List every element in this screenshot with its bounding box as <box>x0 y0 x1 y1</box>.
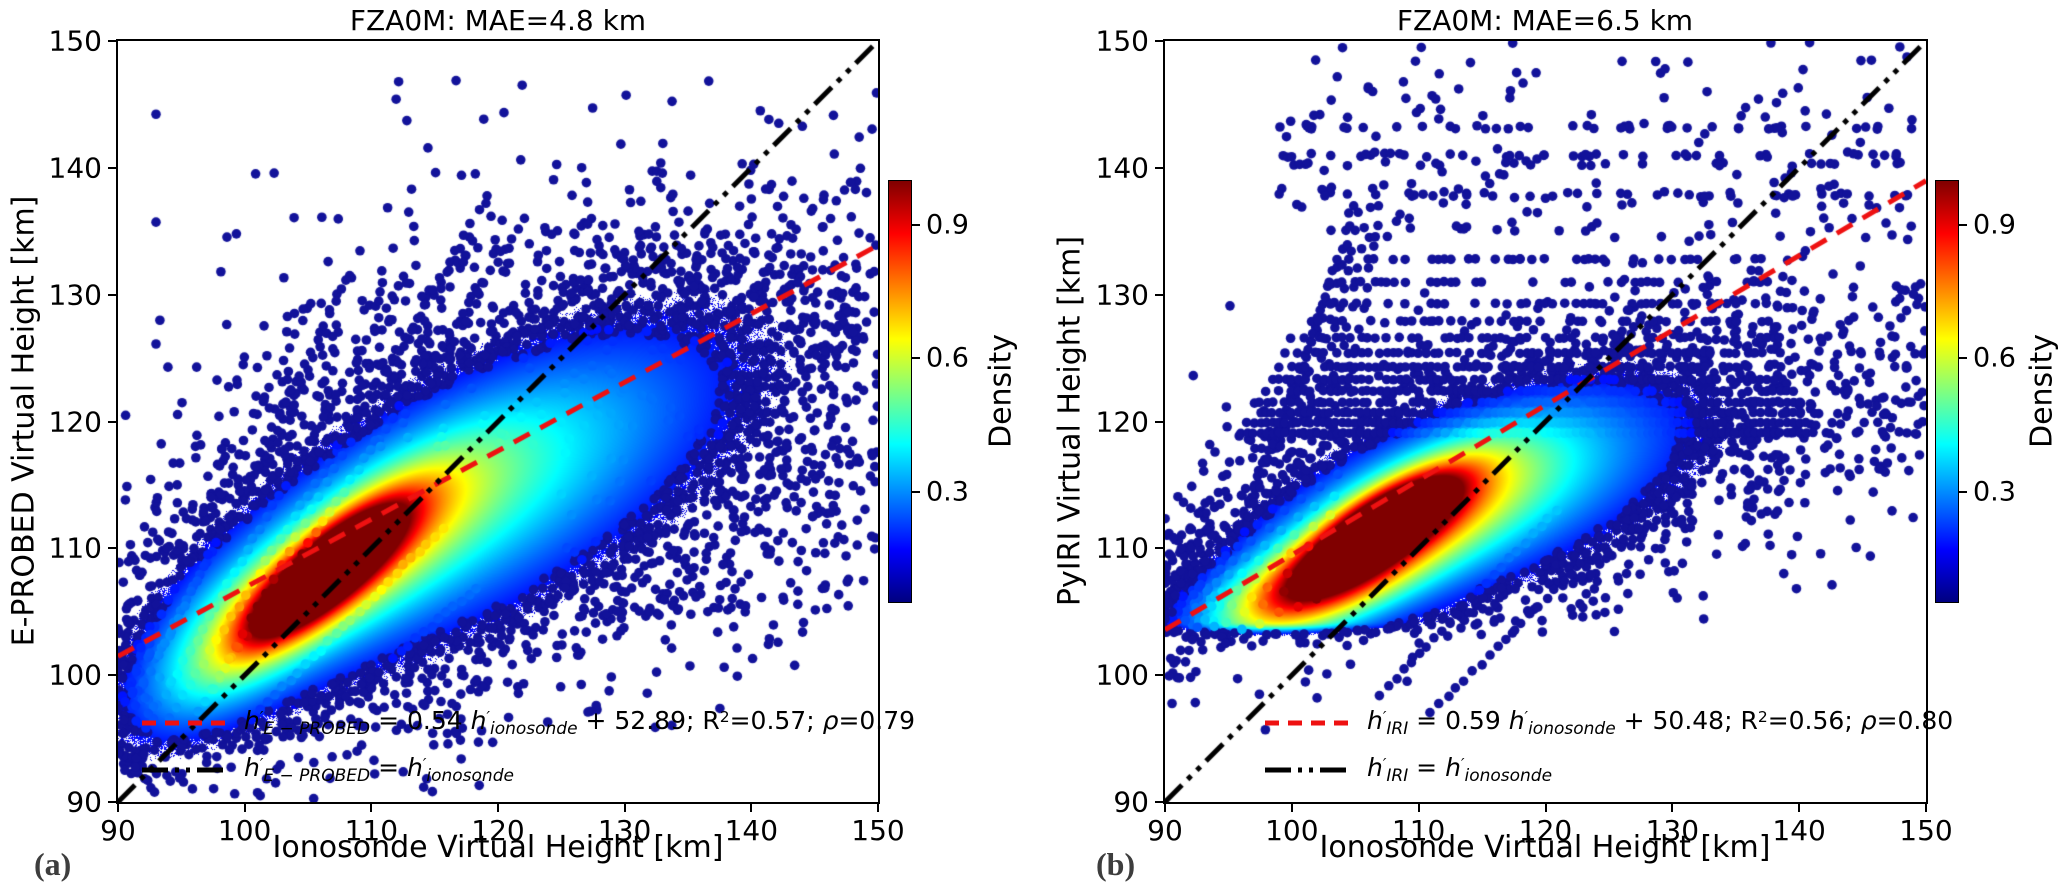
x-tick-mark <box>497 804 499 812</box>
panel-b-title: FZA0M: MAE=6.5 km <box>1396 4 1694 37</box>
colorbar-tick-label: 0.6 <box>926 342 969 374</box>
panel-b-x-axis-label: Ionosonde Virtual Height [km] <box>1319 830 1771 865</box>
legend-identity-row: h′E − PROBED = h′ionosonde <box>140 750 514 790</box>
x-tick-mark <box>623 804 626 812</box>
density-scatter-canvas-b <box>1165 41 1926 802</box>
y-tick-label: 90 <box>66 785 102 819</box>
y-tick-mark <box>108 40 116 42</box>
legend-identity-line-sample <box>1263 750 1351 790</box>
x-tick-label: 120 <box>1518 814 1573 847</box>
x-tick-mark <box>370 804 373 812</box>
colorbar-tick-mark <box>1959 223 1967 226</box>
y-tick-label: 140 <box>48 151 102 185</box>
x-tick-mark <box>877 804 879 812</box>
x-tick-label: 130 <box>1645 814 1700 847</box>
x-tick-label: 90 <box>100 814 136 847</box>
y-tick-label: 100 <box>48 658 102 692</box>
y-tick-label: 130 <box>1095 278 1149 312</box>
colorbar-tick-mark <box>1959 490 1967 493</box>
x-tick-label: 140 <box>724 814 779 847</box>
y-tick-label: 110 <box>1095 531 1149 565</box>
y-tick-mark <box>1155 674 1163 677</box>
y-tick-mark <box>1155 420 1163 423</box>
panel-b-axes-frame <box>1163 39 1928 804</box>
panel-b-y-axis-label: PyIRI Virtual Height [km] <box>1052 235 1088 607</box>
x-tick-mark <box>243 804 246 812</box>
colorbar-tick-label: 0.9 <box>926 209 969 241</box>
legend-identity-row: h′IRI = h′ionosonde <box>1263 750 1552 790</box>
y-tick-mark <box>108 166 116 169</box>
x-tick-mark <box>1671 804 1674 812</box>
colorbar-tick-label: 0.9 <box>1973 209 2016 241</box>
x-tick-label: 120 <box>471 814 525 847</box>
x-tick-label: 100 <box>217 814 272 847</box>
y-tick-label: 120 <box>48 405 102 438</box>
x-tick-mark <box>750 804 753 812</box>
panel-b-colorbar <box>1935 180 1959 603</box>
panel-a-x-axis-label: Ionosonde Virtual Height [km] <box>272 830 724 865</box>
y-tick-label: 150 <box>48 24 102 58</box>
colorbar-tick-mark <box>912 490 920 493</box>
y-tick-label: 120 <box>1095 405 1149 438</box>
x-tick-mark <box>1544 804 1547 812</box>
y-tick-mark <box>1155 547 1163 550</box>
panel-a-title: FZA0M: MAE=4.8 km <box>349 4 647 37</box>
y-tick-label: 90 <box>1113 785 1149 819</box>
x-tick-label: 140 <box>1772 814 1826 847</box>
x-tick-mark <box>1290 804 1293 812</box>
x-tick-mark <box>1925 804 1927 812</box>
y-tick-mark <box>1155 40 1163 42</box>
y-tick-label: 150 <box>1095 24 1149 58</box>
x-tick-label: 90 <box>1147 814 1183 847</box>
legend-identity-label: h′IRI = h′ionosonde <box>1367 753 1553 787</box>
y-tick-label: 100 <box>1095 658 1149 692</box>
y-tick-mark <box>108 547 116 550</box>
legend-regression-line-sample <box>1263 703 1351 743</box>
x-tick-label: 150 <box>1899 814 1953 847</box>
panel-b-corner-label: (b) <box>1096 846 1136 882</box>
panel-b-colorbar-label: Density <box>2024 333 2060 449</box>
x-tick-mark <box>1164 804 1166 812</box>
y-tick-mark <box>1155 801 1163 803</box>
x-tick-label: 130 <box>597 814 652 847</box>
y-tick-mark <box>1155 293 1163 296</box>
x-tick-label: 100 <box>1265 814 1319 847</box>
y-tick-mark <box>108 801 116 803</box>
panel-a-corner-label: (a) <box>34 846 72 882</box>
density-scatter-canvas-a <box>118 41 878 802</box>
legend-regression-label: h′IRI = 0.59 h′ionosonde + 50.48; R2=0.5… <box>1367 706 1954 740</box>
y-tick-mark <box>108 674 116 677</box>
x-tick-mark <box>117 804 119 812</box>
colorbar-tick-mark <box>1959 357 1967 360</box>
x-tick-mark <box>1798 804 1801 812</box>
legend-regression-row: h′E − PROBED = 0.54 h′ionosonde + 52.89;… <box>140 703 915 743</box>
panel-a-colorbar-label: Density <box>983 333 1019 449</box>
colorbar-tick-mark <box>912 223 920 226</box>
x-tick-label: 150 <box>851 814 905 847</box>
x-tick-label: 110 <box>1391 814 1446 847</box>
legend-regression-line-sample <box>140 703 228 743</box>
colorbar-tick-mark <box>912 357 920 360</box>
y-tick-label: 130 <box>48 278 102 312</box>
y-tick-label: 110 <box>48 531 102 565</box>
legend-identity-line-sample <box>140 750 228 790</box>
panel-a-y-axis-label: E-PROBED Virtual Height [km] <box>6 195 42 647</box>
x-tick-mark <box>1417 804 1420 812</box>
y-tick-mark <box>108 420 116 423</box>
legend-identity-label: h′E − PROBED = h′ionosonde <box>244 753 514 787</box>
legend-regression-row: h′IRI = 0.59 h′ionosonde + 50.48; R2=0.5… <box>1263 703 1953 743</box>
y-tick-mark <box>108 293 116 296</box>
y-tick-label: 140 <box>1095 151 1149 185</box>
panel-a-axes-frame <box>116 39 880 804</box>
y-tick-mark <box>1155 166 1163 169</box>
colorbar-tick-label: 0.3 <box>926 476 969 508</box>
colorbar-tick-label: 0.6 <box>1973 342 2016 374</box>
x-tick-label: 110 <box>344 814 399 847</box>
legend-regression-label: h′E − PROBED = 0.54 h′ionosonde + 52.89;… <box>244 706 916 740</box>
panel-a-colorbar <box>888 180 912 603</box>
colorbar-tick-label: 0.3 <box>1973 476 2016 508</box>
